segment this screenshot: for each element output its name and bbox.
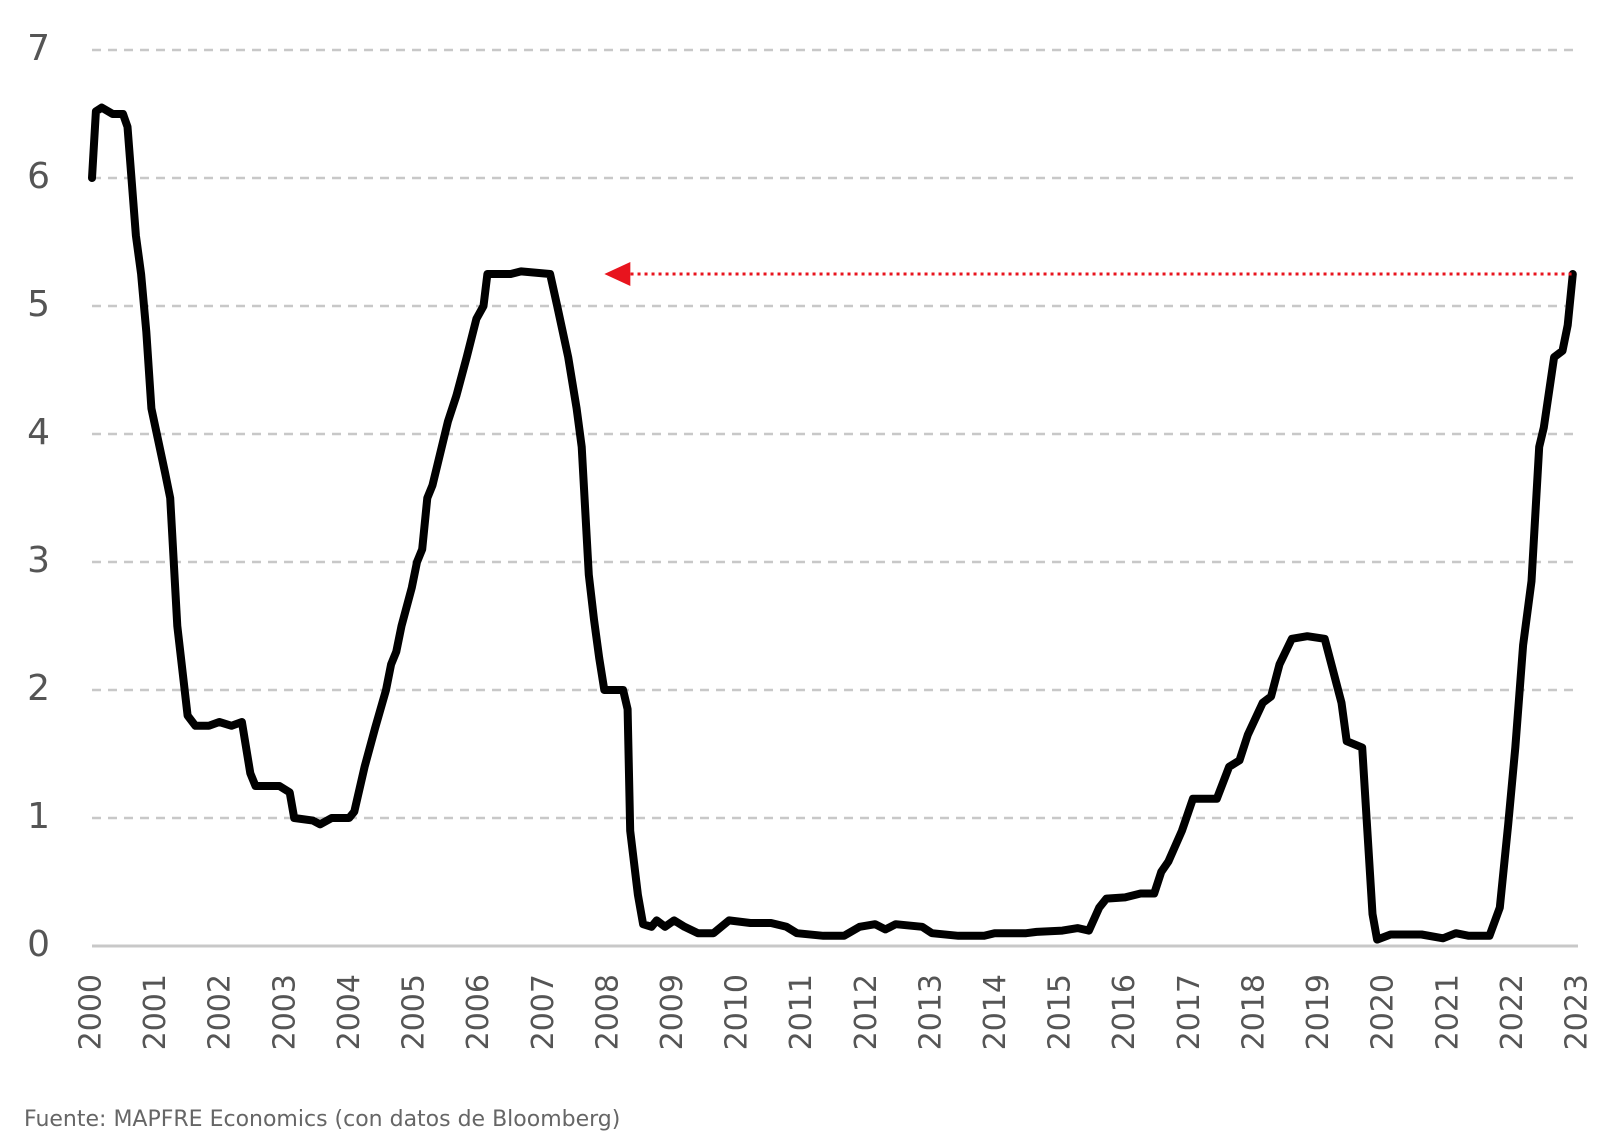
x-tick-label: 2010 <box>720 974 755 1050</box>
y-tick-label: 6 <box>27 156 50 197</box>
y-tick-label: 3 <box>27 540 50 581</box>
x-tick-label: 2021 <box>1430 974 1465 1050</box>
y-tick-label: 2 <box>27 668 50 709</box>
x-tick-label: 2018 <box>1236 974 1271 1050</box>
x-tick-label: 2023 <box>1560 974 1595 1050</box>
x-tick-label: 2016 <box>1107 974 1142 1050</box>
x-tick-label: 2004 <box>332 974 367 1050</box>
x-tick-label: 2003 <box>267 974 302 1050</box>
x-tick-label: 2006 <box>461 974 496 1050</box>
x-tick-label: 2014 <box>978 974 1013 1050</box>
x-tick-label: 2008 <box>590 974 625 1050</box>
x-tick-label: 2005 <box>397 974 432 1050</box>
x-tick-label: 2000 <box>74 974 109 1050</box>
x-tick-label: 2022 <box>1495 974 1530 1050</box>
x-tick-label: 2019 <box>1301 974 1336 1050</box>
y-tick-label: 0 <box>27 924 50 965</box>
x-tick-label: 2009 <box>655 974 690 1050</box>
x-tick-label: 2002 <box>203 974 238 1050</box>
x-tick-label: 2012 <box>849 974 884 1050</box>
x-tick-label: 2007 <box>526 974 561 1050</box>
x-tick-label: 2013 <box>913 974 948 1050</box>
y-tick-label: 7 <box>27 28 50 69</box>
x-tick-label: 2015 <box>1043 974 1078 1050</box>
y-tick-label: 1 <box>27 796 50 837</box>
y-tick-label: 5 <box>27 284 50 325</box>
y-tick-label: 4 <box>27 412 50 453</box>
rate-line <box>88 103 1577 944</box>
source-note: Fuente: MAPFRE Economics (con datos de B… <box>24 1107 620 1132</box>
x-tick-label: 2011 <box>784 974 819 1050</box>
reference-arrow-head <box>604 262 631 286</box>
x-tick-label: 2020 <box>1366 974 1401 1050</box>
x-tick-label: 2017 <box>1172 974 1207 1050</box>
x-tick-label: 2001 <box>138 974 173 1050</box>
